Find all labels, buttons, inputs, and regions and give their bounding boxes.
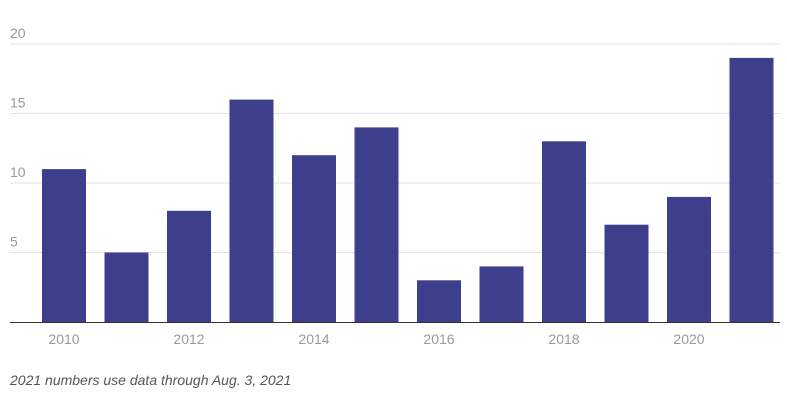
bars	[42, 57, 774, 323]
bar-2013	[229, 99, 274, 322]
bar-2018	[542, 141, 586, 322]
bar-2019	[604, 224, 649, 322]
x-tick-label: 2010	[48, 331, 79, 347]
footnote: 2021 numbers use data through Aug. 3, 20…	[10, 372, 292, 388]
y-tick-label: 10	[10, 164, 26, 180]
x-tick-label: 2016	[423, 331, 454, 347]
bar-2012	[167, 210, 211, 322]
bar-chart: 5 10 15 20 2010 2012 2014 2016 2018 2020	[10, 25, 780, 347]
x-tick-label: 2014	[298, 331, 329, 347]
bar-2015	[354, 127, 399, 323]
bar-2017	[479, 266, 524, 322]
x-tick-label: 2012	[173, 331, 204, 347]
y-tick-label: 5	[10, 234, 18, 250]
x-tick-label: 2018	[548, 331, 579, 347]
y-tick-label: 15	[10, 95, 26, 111]
x-tick-label: 2020	[673, 331, 704, 347]
y-tick-label: 20	[10, 25, 26, 41]
x-tick-labels: 2010 2012 2014 2016 2018 2020	[48, 331, 704, 347]
y-tick-labels: 5 10 15 20	[10, 25, 26, 250]
bar-2020	[667, 196, 711, 322]
bar-2021	[729, 57, 774, 323]
bar-2014	[292, 155, 336, 322]
bar-2010	[42, 169, 86, 322]
bar-2011	[104, 252, 149, 322]
bar-2016	[417, 280, 461, 322]
